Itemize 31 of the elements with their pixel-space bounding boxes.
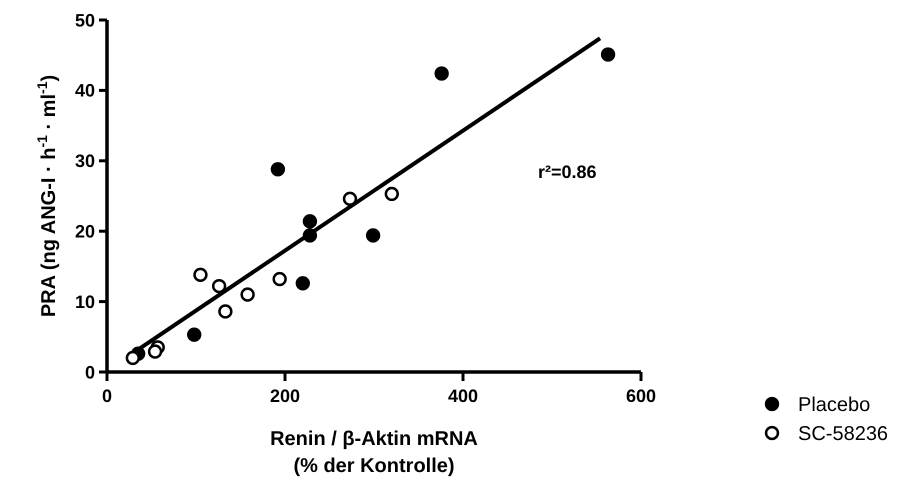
- point: [212, 278, 226, 294]
- x-tick-label: 600: [626, 386, 656, 406]
- legend-label: Placebo: [798, 394, 870, 416]
- point: [126, 350, 140, 366]
- annotation: r²=0.86: [538, 162, 597, 182]
- point: [302, 214, 318, 228]
- y-tick-label: 0: [84, 362, 95, 382]
- point: [193, 268, 208, 282]
- point: [434, 66, 449, 81]
- point: [270, 162, 286, 176]
- legend-label: SC-58236: [798, 423, 888, 445]
- point: [187, 328, 202, 342]
- point: [342, 192, 358, 206]
- y-tick-label: 50: [74, 10, 95, 30]
- x-axis-title: Renin / β-Aktin mRNA (% der Kontrolle): [270, 428, 478, 477]
- y-tick-label: 10: [74, 292, 95, 312]
- point: [218, 304, 233, 319]
- x-tick-label: 200: [270, 386, 300, 406]
- point: [148, 344, 162, 359]
- point: [302, 228, 318, 243]
- point: [240, 287, 255, 302]
- point: [384, 186, 399, 202]
- point: [272, 272, 287, 286]
- point: [366, 228, 380, 243]
- y-tick-label: 40: [74, 80, 95, 101]
- x-tick-label: 0: [102, 386, 112, 406]
- y-tick-label: 30: [74, 151, 95, 172]
- point: [296, 276, 310, 290]
- y-tick-label: 20: [74, 222, 95, 242]
- x-tick-label: 400: [448, 386, 478, 406]
- point: [600, 47, 616, 62]
